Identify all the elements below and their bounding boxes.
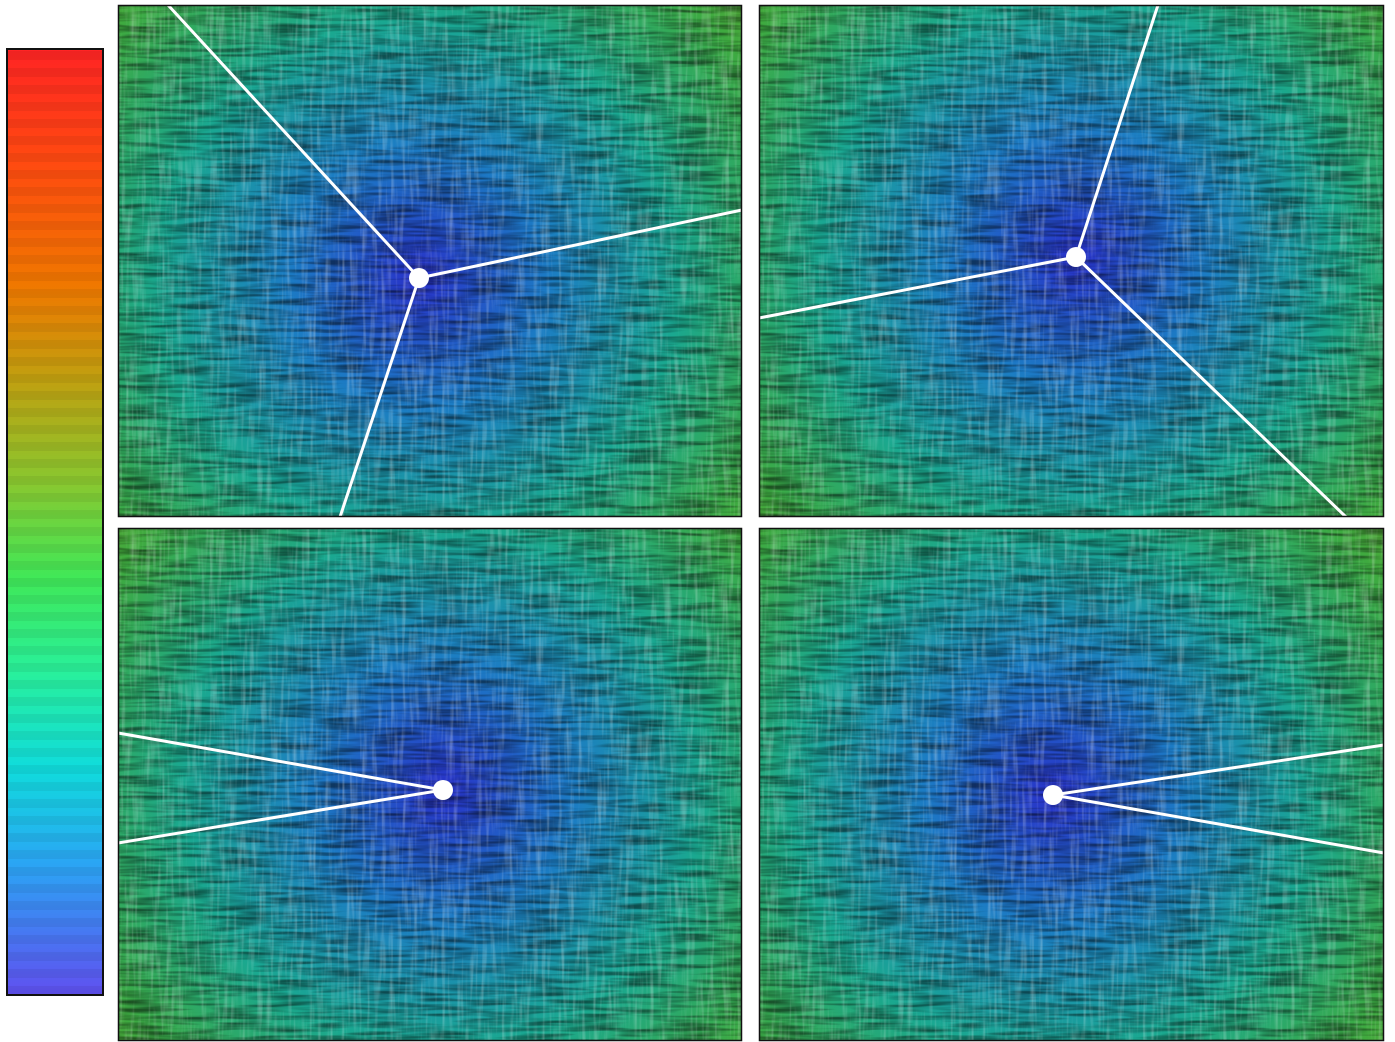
degenerate-point	[1043, 785, 1063, 805]
texture	[118, 5, 742, 517]
panel-wedge-2	[759, 528, 1384, 1041]
degenerate-point	[1066, 247, 1086, 267]
panel-trisector-1	[118, 5, 742, 517]
degenerate-point	[409, 268, 429, 288]
figure	[0, 0, 1395, 1042]
texture	[759, 528, 1384, 1041]
panel-wedge-1	[118, 528, 742, 1041]
colorbar	[7, 49, 103, 995]
degenerate-point	[433, 780, 453, 800]
panel-trisector-2	[759, 5, 1384, 517]
colorbar-bands	[7, 49, 103, 995]
texture	[118, 528, 742, 1041]
